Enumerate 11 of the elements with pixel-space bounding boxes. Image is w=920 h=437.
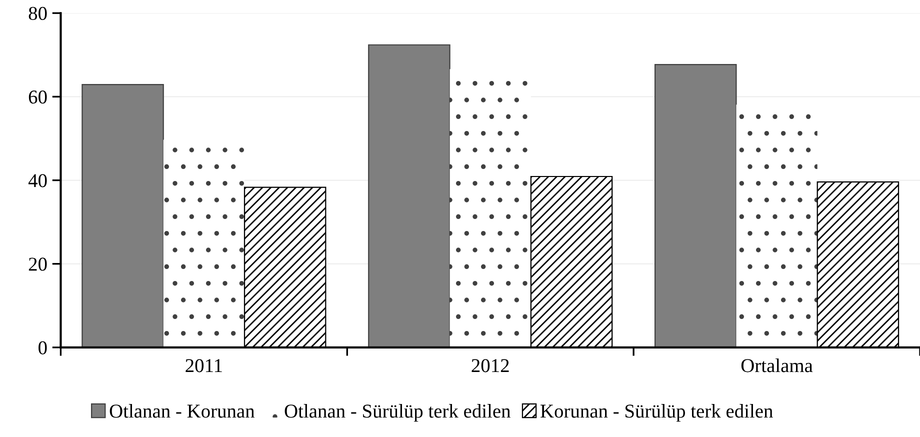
x-tick-label: 2011 xyxy=(186,359,222,372)
x-tick-label: Ortalama xyxy=(741,358,813,372)
y-tick-label: 60 xyxy=(28,90,47,104)
legend-label: Korunan - Sürülüp terk edilen xyxy=(540,404,773,422)
y-tick-label: 80 xyxy=(28,6,47,20)
legend-label: Otlanan - Sürülüp terk edilen xyxy=(284,404,511,422)
y-tick-label: 40 xyxy=(28,174,47,188)
y-tick-label: 20 xyxy=(28,258,47,271)
y-tick-label: 0 xyxy=(38,341,47,354)
x-tick-label: 2012 xyxy=(472,359,509,372)
legend-label: Otlanan - Korunan xyxy=(110,404,255,418)
